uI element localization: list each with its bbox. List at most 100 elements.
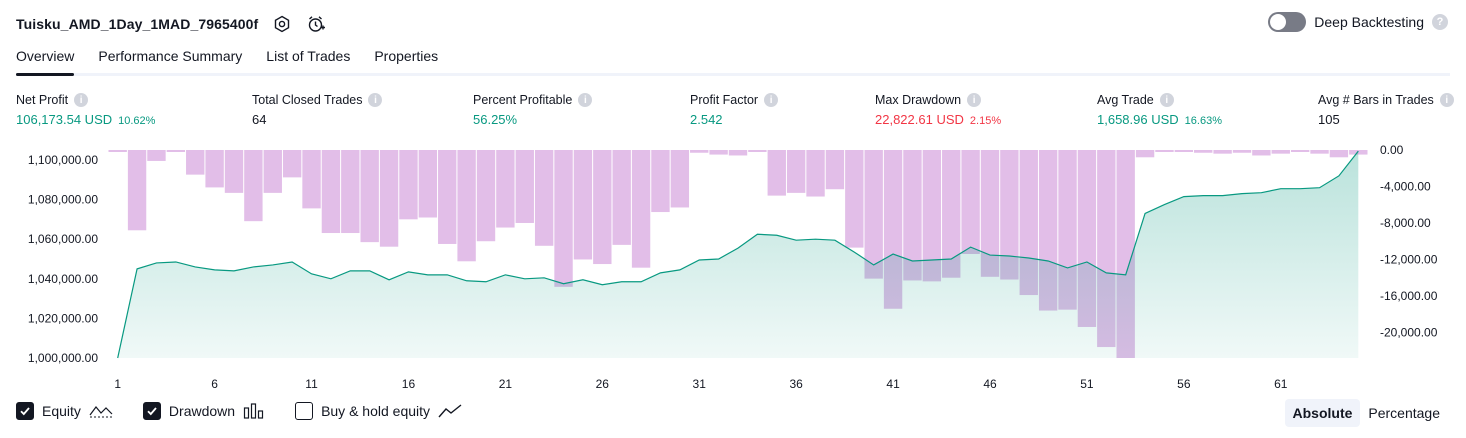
deep-backtesting-toggle[interactable]	[1268, 12, 1307, 32]
help-icon[interactable]: ?	[1432, 14, 1448, 30]
drawdown-bar	[631, 150, 651, 268]
drawdown-bar	[845, 150, 864, 248]
drawdown-bar	[244, 150, 263, 222]
tab-performance-summary[interactable]: Performance Summary	[98, 48, 243, 64]
tab-properties[interactable]: Properties	[374, 48, 439, 64]
info-icon[interactable]: i	[1439, 93, 1454, 107]
info-icon[interactable]: i	[578, 93, 593, 107]
drawdown-bar	[166, 150, 186, 152]
percentage-button[interactable]: Percentage	[1368, 405, 1440, 421]
settings-button[interactable]	[268, 10, 296, 38]
drawdown-bar	[1252, 150, 1271, 156]
equity-tick-label: 1,060,000.00	[28, 232, 98, 246]
drawdown-bar	[1232, 150, 1252, 153]
area-line-icon	[89, 403, 113, 419]
equity-drawdown-chart[interactable]: 1,100,000.00 1,080,000.00 1,060,000.00 1,04…	[0, 140, 1466, 392]
drawdown-bar	[263, 150, 282, 193]
absolute-button[interactable]: Absolute	[1284, 399, 1361, 427]
drawdown-bar	[127, 150, 147, 231]
info-icon[interactable]: i	[1159, 93, 1174, 107]
drawdown-bar	[612, 150, 631, 245]
drawdown-bar	[728, 150, 748, 156]
toggle-knob	[1270, 14, 1287, 30]
legend-buy-hold[interactable]: Buy & hold equity	[295, 402, 462, 420]
drawdown-bar	[302, 150, 321, 209]
drawdown-axis: 0.00 -4,000.00 -8,000.00 -12,000.00 -16,000.…	[1380, 143, 1438, 339]
legend-label: Buy & hold equity	[321, 403, 431, 419]
drawdown-bar	[1155, 150, 1174, 152]
legend-label: Drawdown	[168, 403, 236, 419]
drawdown-tick-label: -4,000.00	[1380, 179, 1431, 193]
drawdown-bar	[224, 150, 244, 193]
drawdown-bar	[1271, 150, 1290, 154]
checkmark-icon	[20, 407, 30, 416]
drawdown-tick-label: -16,000.00	[1380, 289, 1438, 303]
info-icon[interactable]: i	[74, 93, 89, 107]
drawdown-tick-label: 0.00	[1380, 143, 1404, 157]
drawdown-bar	[651, 150, 670, 213]
trade-tick-label: 51	[1080, 377, 1094, 391]
legend-label: Equity	[42, 403, 81, 419]
equity-series	[117, 150, 1359, 359]
stat-value: 106,173.54 USD	[16, 112, 113, 127]
drawdown-bar	[1290, 150, 1310, 152]
stat-label: Total Closed Trades	[252, 93, 363, 107]
chart-legend: Equity Drawdown Buy & hold equity	[16, 402, 492, 420]
drawdown-bar	[961, 150, 980, 254]
stat-value: 2.542	[690, 112, 723, 127]
drawdown-checkbox[interactable]	[142, 402, 161, 420]
trade-tick-label: 6	[211, 377, 218, 391]
equity-line	[117, 150, 1359, 359]
drawdown-bar	[554, 150, 573, 287]
drawdown-bar	[786, 150, 806, 193]
equity-tick-label: 1,020,000.00	[28, 311, 98, 325]
drawdown-bar	[980, 150, 1000, 277]
stat-value: 22,822.61 USD	[875, 112, 964, 127]
trade-tick-label: 26	[596, 377, 610, 391]
deep-backtesting-label: Deep Backtesting	[1314, 14, 1424, 30]
checkmark-icon	[147, 407, 157, 416]
drawdown-tick-label: -8,000.00	[1380, 216, 1431, 230]
trade-tick-label: 46	[983, 377, 997, 391]
tab-overview[interactable]: Overview	[16, 44, 75, 76]
drawdown-bar	[399, 150, 418, 220]
drawdown-bar	[806, 150, 825, 197]
equity-tick-label: 1,080,000.00	[28, 193, 98, 207]
drawdown-bar	[341, 150, 360, 234]
stat-label: Net Profit	[16, 93, 69, 107]
drawdown-bar	[496, 150, 515, 228]
drawdown-bar	[379, 150, 399, 247]
add-alert-button[interactable]	[302, 10, 330, 38]
drawdown-bar	[1174, 150, 1194, 152]
alarm-clock-add-icon	[309, 16, 326, 32]
stat-percent: 16.63%	[1184, 115, 1222, 127]
drawdown-bar	[864, 150, 883, 279]
drawdown-bar	[360, 150, 379, 243]
trade-tick-label: 36	[789, 377, 803, 391]
stat-label: Percent Profitable	[473, 93, 573, 107]
trade-tick-label: 11	[305, 377, 318, 391]
stat-label: Profit Factor	[690, 93, 759, 107]
drawdown-bar	[1135, 150, 1155, 158]
equity-checkbox[interactable]	[16, 402, 34, 420]
drawdown-bar	[690, 150, 709, 153]
legend-drawdown[interactable]: Drawdown	[142, 402, 265, 420]
drawdown-bar	[1213, 150, 1232, 154]
info-icon[interactable]: i	[967, 93, 982, 107]
stats-row: Net Profit i 106,173.54 USD 10.62% Total C…	[0, 93, 1466, 133]
buy-hold-checkbox[interactable]	[295, 402, 314, 420]
settings-gear-icon	[275, 15, 290, 33]
drawdown-bar	[438, 150, 457, 244]
info-icon[interactable]: i	[368, 93, 383, 107]
trade-tick-label: 21	[499, 377, 513, 391]
trade-axis: 1 6 11 16 21 26 31 36 41 46 51 56 61	[114, 377, 1287, 391]
legend-equity[interactable]: Equity	[16, 402, 113, 420]
equity-tick-label: 1,040,000.00	[28, 272, 98, 286]
mode-switch: Absolute Percentage	[1284, 399, 1449, 427]
tab-list-of-trades[interactable]: List of Trades	[266, 48, 351, 64]
info-icon[interactable]: i	[764, 93, 779, 107]
drawdown-bar	[825, 150, 845, 190]
stat-net-profit: Net Profit i 106,173.54 USD 10.62%	[16, 93, 155, 127]
drawdown-bar	[1329, 150, 1349, 158]
trade-tick-label: 16	[402, 377, 416, 391]
